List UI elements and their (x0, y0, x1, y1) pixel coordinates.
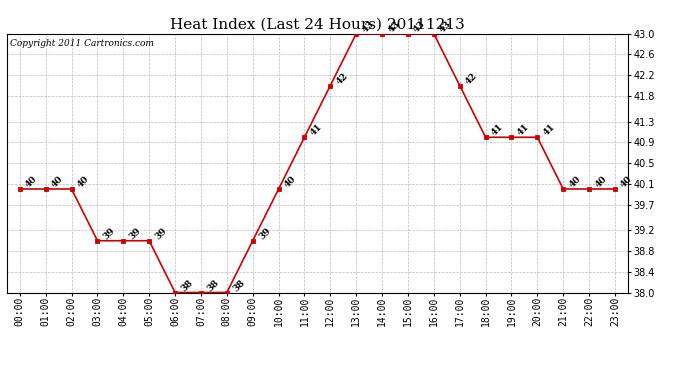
Text: 40: 40 (24, 174, 39, 190)
Text: 41: 41 (308, 123, 324, 138)
Text: Copyright 2011 Cartronics.com: Copyright 2011 Cartronics.com (10, 39, 154, 48)
Text: 41: 41 (542, 123, 557, 138)
Text: 39: 39 (153, 226, 169, 242)
Text: 41: 41 (515, 123, 531, 138)
Text: 40: 40 (593, 174, 609, 190)
Text: 40: 40 (619, 174, 634, 190)
Text: 40: 40 (283, 174, 298, 190)
Text: 38: 38 (231, 278, 246, 293)
Text: 40: 40 (567, 174, 582, 190)
Text: 43: 43 (360, 19, 375, 34)
Text: 39: 39 (101, 226, 117, 242)
Text: 42: 42 (464, 71, 479, 86)
Text: 39: 39 (128, 226, 143, 242)
Text: 40: 40 (50, 174, 65, 190)
Text: 38: 38 (205, 278, 221, 293)
Text: 42: 42 (335, 71, 350, 86)
Text: 39: 39 (257, 226, 273, 242)
Text: 40: 40 (76, 174, 91, 190)
Text: 43: 43 (412, 19, 427, 34)
Text: 43: 43 (386, 19, 402, 34)
Text: 43: 43 (438, 19, 453, 34)
Text: 41: 41 (490, 123, 505, 138)
Text: 38: 38 (179, 278, 195, 293)
Title: Heat Index (Last 24 Hours) 20111213: Heat Index (Last 24 Hours) 20111213 (170, 17, 465, 31)
